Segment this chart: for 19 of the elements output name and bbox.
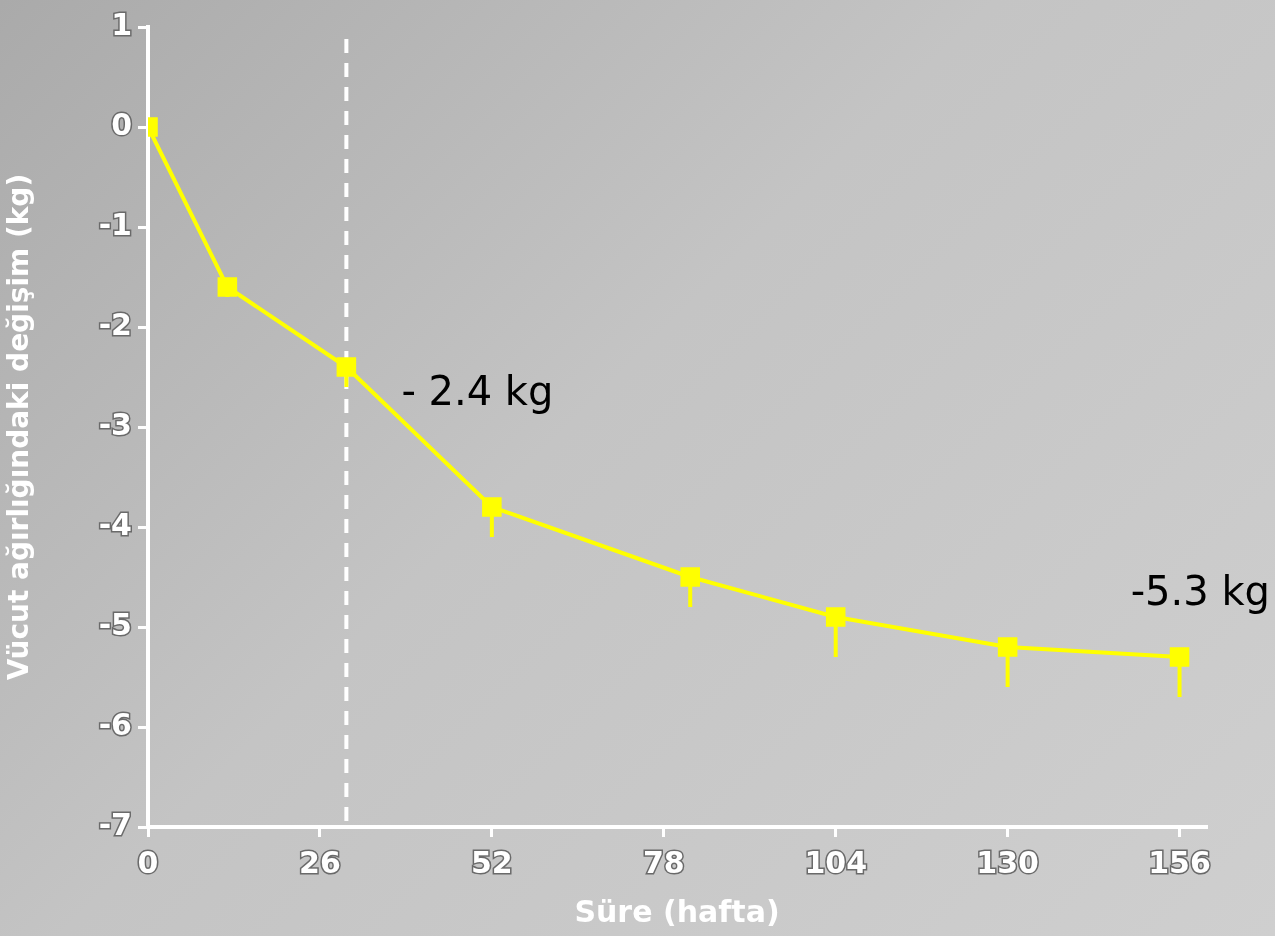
x-tick-label: 0 (137, 844, 159, 880)
x-tick-label: 26 (299, 844, 341, 880)
y-tick-label: 0 (111, 106, 132, 142)
x-tick-label: 130 (976, 844, 1039, 880)
x-tick-label: 78 (642, 844, 685, 880)
x-tick-label: 156 (1148, 844, 1211, 880)
y-axis-title: Vücut ağırlığındaki değişim (kg) (2, 173, 36, 681)
y-tick-label: -2 (98, 306, 132, 342)
y-tick-label: -3 (98, 406, 132, 442)
x-tick-label: 104 (804, 844, 868, 880)
y-tick-label: 1 (111, 6, 132, 42)
y-tick-label: -5 (98, 606, 132, 642)
annotation: -5.3 kg (1130, 568, 1270, 615)
annotation: - 2.4 kg (401, 368, 554, 415)
y-tick-label: -6 (98, 706, 132, 742)
y-tick-label: -4 (98, 506, 132, 542)
y-tick-label: -7 (98, 806, 132, 842)
x-tick-label: 52 (470, 844, 513, 880)
y-tick-label: -1 (98, 206, 132, 242)
